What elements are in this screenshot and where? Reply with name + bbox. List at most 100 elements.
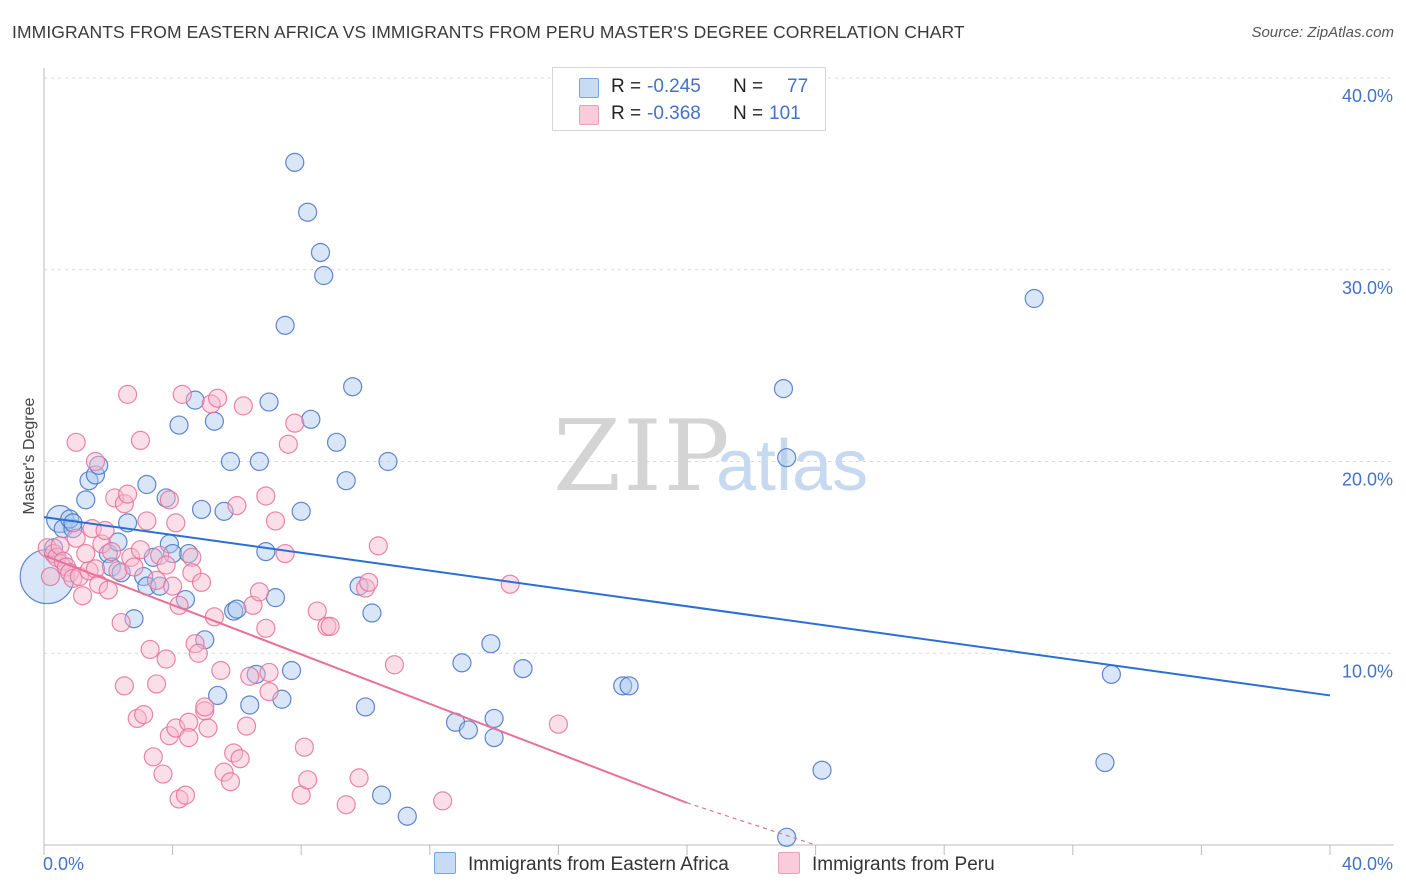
legend-n-label: N = [733, 76, 764, 97]
data-point [1095, 752, 1115, 773]
legend-n-label: N = [733, 103, 764, 124]
data-point [66, 432, 86, 452]
data-point [60, 563, 80, 583]
data-point [265, 511, 286, 531]
data-point [433, 791, 453, 811]
legend-r-value: -0.245 [647, 76, 701, 97]
y-tick-label: 40.0% [1342, 86, 1393, 106]
data-point [249, 451, 270, 472]
data-point [259, 392, 279, 412]
data-point [134, 705, 154, 725]
data-point [500, 574, 520, 594]
data-point [108, 561, 128, 581]
data-point [349, 768, 369, 788]
data-point [320, 616, 340, 637]
series-peru [37, 384, 569, 815]
data-point [191, 499, 212, 520]
data-point [368, 536, 388, 556]
data-point [227, 599, 247, 619]
bottom-legend-peru: Immigrants from Peru [778, 852, 995, 876]
data-point [359, 572, 379, 592]
gridlines [44, 77, 1394, 654]
data-point [777, 827, 797, 847]
data-point [208, 685, 228, 706]
data-point [371, 785, 392, 805]
data-point [72, 586, 93, 606]
data-point [150, 545, 170, 566]
data-point [179, 712, 199, 732]
data-point [812, 760, 832, 780]
data-point [130, 430, 151, 451]
data-point [291, 501, 311, 521]
blue-swatch-icon [579, 78, 599, 98]
data-point [211, 660, 231, 681]
data-point [259, 662, 279, 683]
data-point [362, 603, 382, 623]
data-point [220, 451, 241, 472]
data-point [108, 532, 128, 552]
tick-labels: 10.0% 20.0% 30.0% 40.0% 0.0% 40.0% [43, 86, 1393, 874]
data-point [355, 578, 376, 598]
data-point [224, 601, 244, 621]
data-point [214, 762, 234, 782]
data-point [336, 795, 356, 815]
data-point [163, 576, 183, 596]
data-point [166, 513, 186, 533]
data-point [143, 747, 163, 767]
x-tick-label: 0.0% [43, 854, 84, 874]
data-point [188, 643, 208, 663]
correlation-legend: R = -0.245 N = 77 R = -0.368 N = 101 [552, 67, 826, 131]
data-point [481, 634, 501, 654]
data-point [298, 202, 318, 222]
x-tick-label: 40.0% [1342, 854, 1393, 874]
data-point [146, 674, 167, 694]
data-point [236, 716, 257, 736]
bottom-legend-label: Immigrants from Peru [812, 854, 995, 875]
data-point [159, 726, 179, 746]
data-point [310, 242, 331, 263]
data-point [117, 384, 138, 404]
data-point [484, 708, 504, 729]
data-point [156, 488, 176, 508]
data-point [278, 434, 298, 454]
data-point [130, 540, 151, 560]
data-point [111, 612, 131, 633]
source-label: Source: ZipAtlas.com [1251, 24, 1394, 41]
data-point [256, 618, 276, 638]
data-point [256, 542, 276, 562]
y-tick-label: 20.0% [1342, 470, 1393, 490]
data-point [259, 681, 279, 702]
pink-swatch-icon [579, 105, 599, 125]
data-point [397, 806, 417, 826]
watermark-zip: ZIP [553, 400, 732, 514]
data-point [326, 432, 347, 452]
data-point [66, 528, 86, 548]
axes [43, 68, 1394, 855]
legend-r-label: R = [611, 103, 642, 124]
data-point [458, 720, 478, 740]
data-point [452, 653, 472, 673]
legend-n-value: 77 [787, 76, 809, 97]
y-tick-label: 10.0% [1342, 661, 1393, 681]
trend-lines [43, 516, 1331, 846]
data-point [1024, 288, 1044, 309]
data-point [378, 451, 398, 472]
blue-swatch-icon [434, 852, 456, 874]
data-point [101, 542, 122, 562]
data-point [156, 555, 176, 575]
pink-swatch-icon [778, 852, 800, 874]
y-axis-label: Master's Degree [21, 397, 38, 514]
data-point [50, 536, 70, 556]
data-point [256, 486, 276, 506]
data-point [53, 551, 73, 571]
data-point [179, 728, 199, 748]
data-point [249, 582, 270, 602]
data-point [240, 666, 260, 686]
data-point [613, 676, 633, 696]
data-point [114, 676, 134, 696]
data-point [76, 490, 96, 510]
data-point [146, 570, 167, 590]
watermark-atlas: atlas [716, 426, 868, 506]
watermark: ZIP atlas [553, 400, 868, 514]
data-point [265, 588, 286, 608]
